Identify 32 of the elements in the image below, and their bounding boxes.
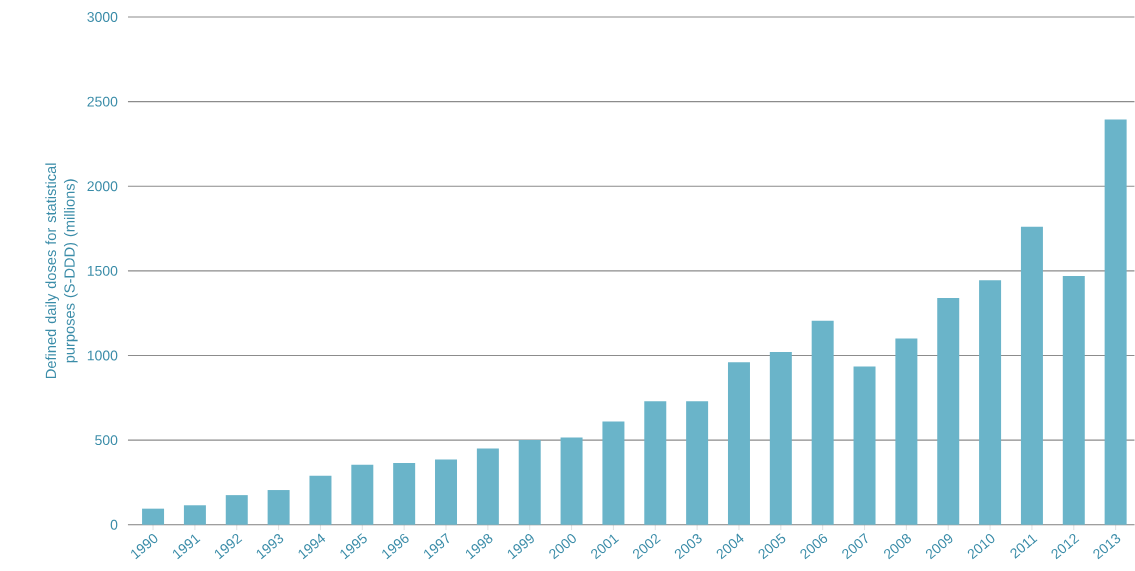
y-tick-label: 0 xyxy=(110,519,118,530)
bar xyxy=(518,440,541,525)
bar xyxy=(225,495,248,525)
y-tick-label: 1500 xyxy=(87,266,118,276)
bar xyxy=(1104,119,1127,525)
bar xyxy=(142,508,165,525)
bar xyxy=(309,475,332,525)
y-tick-label: 3000 xyxy=(87,12,118,23)
bar xyxy=(853,366,876,525)
y-tick-label: 2500 xyxy=(87,96,118,107)
bar xyxy=(644,401,667,525)
y-tick-label: 500 xyxy=(95,435,118,446)
bar xyxy=(769,352,792,525)
bar xyxy=(602,421,625,525)
y-tick-label: 1000 xyxy=(87,350,118,361)
bar xyxy=(937,298,960,525)
bar xyxy=(811,320,834,525)
bar xyxy=(686,401,709,525)
bar xyxy=(1062,276,1085,525)
bar xyxy=(1020,227,1043,525)
bar xyxy=(895,338,918,525)
y-axis-title: Defined daily doses for statistical purposes (S-DDD) (millions) xyxy=(45,163,78,379)
bar xyxy=(435,459,458,525)
bar xyxy=(560,437,583,525)
bar xyxy=(476,448,499,525)
y-tick-label: 2000 xyxy=(87,181,118,192)
bar xyxy=(979,280,1002,525)
bar xyxy=(727,362,750,525)
bar xyxy=(183,505,206,525)
bar xyxy=(351,464,374,525)
bar xyxy=(267,490,290,525)
bar xyxy=(393,463,416,525)
